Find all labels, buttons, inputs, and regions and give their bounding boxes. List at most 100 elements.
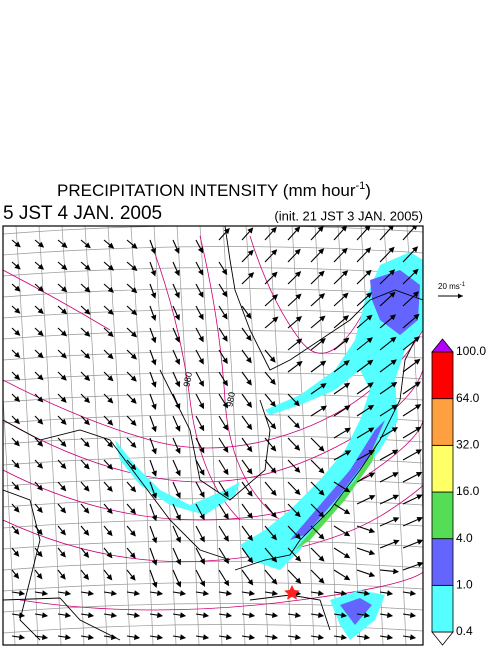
wind-arrow-head: [388, 269, 396, 276]
parallel: [3, 582, 423, 592]
wind-arrow-head: [342, 315, 350, 322]
wind-arrow-head: [175, 447, 181, 455]
wind-arrow-head: [416, 539, 423, 545]
wind-arrow-head: [130, 375, 137, 382]
wind-arrow-head: [222, 379, 228, 387]
wind-arrow-head: [247, 534, 253, 542]
wind-arrow-head: [392, 472, 399, 478]
wind-arrow-head: [246, 468, 253, 475]
wind-arrow-head: [106, 485, 113, 492]
wind-arrow-head: [368, 571, 376, 578]
wind-arrow-head: [107, 375, 114, 382]
wind-arrow-head: [365, 247, 372, 254]
wind-arrow-head: [37, 263, 45, 270]
title-main: PRECIPITATION INTENSITY (mm hour: [57, 181, 356, 200]
wind-arrow-head: [390, 359, 397, 366]
wind-arrow-head: [363, 634, 371, 640]
wind-arrow-head: [150, 292, 157, 299]
parallel: [3, 246, 423, 256]
wind-arrow-head: [174, 291, 180, 299]
wind-arrow-head: [199, 447, 205, 454]
wind-arrow-head: [225, 612, 233, 618]
wind-arrow-head: [223, 557, 230, 565]
wind-arrow-head: [14, 241, 21, 248]
wind-arrow-head: [87, 612, 95, 618]
colorbar-segment: [431, 584, 454, 633]
precip-area: [290, 420, 385, 540]
wind-arrow-head: [107, 419, 114, 426]
wind-arrow-head: [84, 330, 91, 337]
wind-arrow-head: [390, 336, 397, 343]
wind-arrow-head: [199, 580, 206, 587]
meridian: [176, 226, 200, 645]
colorbar: 0.4 1.0 4.0 16.0 32.0 64.0 100.0: [431, 338, 486, 646]
wind-arrow-head: [222, 335, 228, 342]
wind-arrow-head: [150, 336, 157, 344]
wind-arrow-head: [247, 512, 253, 519]
wind-arrow-head: [295, 293, 302, 300]
wind-arrow-head: [296, 338, 303, 345]
wind-arrow-head: [344, 405, 351, 411]
wind-arrow-head: [41, 612, 49, 618]
wind-arrow-head: [60, 352, 67, 359]
wind-arrow-head: [14, 285, 21, 292]
wind-arrow-head: [344, 427, 351, 434]
wind-arrow-head: [37, 330, 44, 337]
wind-arrow-head: [174, 336, 180, 343]
wind-arrow-head: [198, 269, 204, 276]
wind-arrow-head: [175, 425, 181, 432]
meridian: [84, 226, 108, 645]
wind-arrow-head: [14, 373, 21, 381]
wind-arrow-head: [294, 226, 301, 233]
wind-vectors: [11, 226, 423, 640]
wind-arrow-head: [174, 314, 180, 321]
wind-arrow-head: [246, 379, 252, 386]
wind-arrow-head: [59, 573, 66, 580]
meridian: [314, 226, 338, 645]
wind-arrow-head: [386, 612, 394, 618]
wind-arrow-head: [60, 396, 67, 403]
wind-arrow-head: [84, 308, 91, 315]
wind-arrow-head: [151, 514, 158, 522]
wind-arrow-head: [320, 383, 327, 389]
wind-arrow-head: [225, 634, 233, 640]
vector-scale: 20 ms-1: [438, 282, 466, 299]
wind-arrow-head: [130, 463, 137, 471]
wind-arrow-head: [174, 380, 181, 388]
wind-arrow-head: [202, 590, 210, 596]
wind-arrow-head: [415, 449, 423, 455]
wind-arrow-head: [416, 494, 423, 500]
colorbar-label: 32.0: [456, 438, 480, 452]
wind-arrow-head: [198, 380, 204, 387]
wind-arrow-head: [37, 374, 44, 381]
wind-arrow-head: [36, 528, 43, 536]
wind-arrow-head: [84, 264, 91, 271]
wind-arrow-head: [271, 294, 279, 301]
wind-arrow-head: [293, 422, 301, 429]
wind-arrow-head: [222, 424, 229, 431]
wind-arrow-head: [414, 381, 421, 388]
wind-arrow-head: [340, 634, 348, 640]
wind-arrow-head: [318, 293, 326, 300]
wind-arrow-head: [294, 271, 302, 278]
wind-arrow-head: [151, 425, 157, 433]
wind-arrow-head: [247, 272, 255, 279]
parallel: [3, 540, 423, 550]
colorbar-segment: [431, 398, 454, 446]
wind-arrow-head: [130, 486, 137, 493]
parallel: [3, 477, 423, 487]
wind-arrow-head: [409, 612, 417, 618]
wind-arrow-head: [175, 581, 182, 588]
wind-arrow-head: [318, 445, 325, 452]
wind-arrow-head: [294, 634, 302, 640]
meridian: [107, 226, 131, 645]
wind-arrow-head: [271, 249, 278, 256]
wind-arrow-head: [83, 573, 90, 581]
map: 980 980: [2, 225, 424, 646]
valid-time: 5 JST 4 JAN. 2005: [3, 203, 162, 224]
wind-arrow-head: [271, 578, 278, 585]
wind-arrow-head: [13, 572, 20, 579]
wind-arrow-head: [416, 516, 423, 523]
meridian: [199, 226, 223, 645]
